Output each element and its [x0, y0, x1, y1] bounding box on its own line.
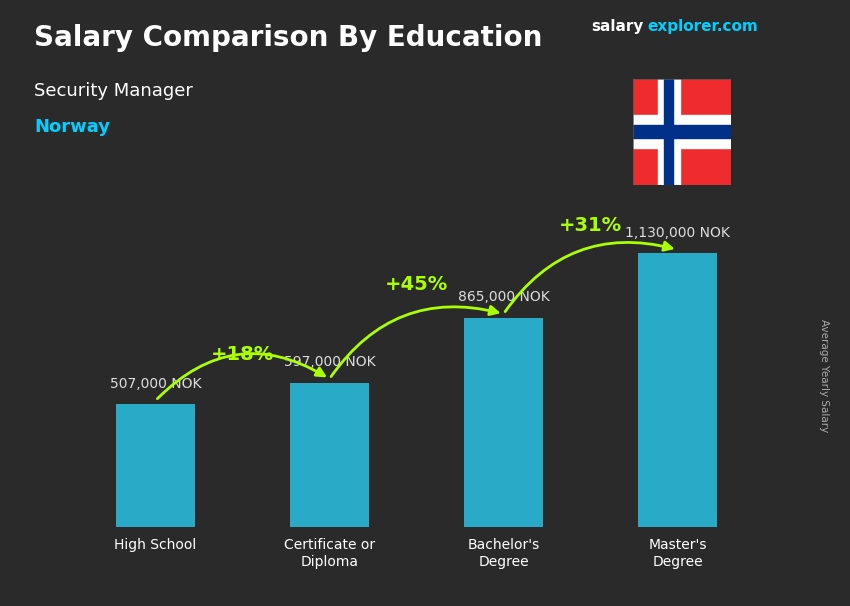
Text: +31%: +31%: [559, 216, 622, 235]
Text: 1,130,000 NOK: 1,130,000 NOK: [625, 226, 730, 240]
Text: explorer.com: explorer.com: [648, 19, 758, 35]
Bar: [116, 404, 195, 527]
Text: Norway: Norway: [34, 118, 110, 136]
Text: Salary Comparison By Education: Salary Comparison By Education: [34, 24, 542, 52]
Bar: [633, 125, 731, 138]
Bar: [638, 253, 717, 527]
Bar: [464, 318, 542, 527]
Text: salary: salary: [591, 19, 643, 35]
Bar: [658, 79, 680, 185]
Bar: [633, 115, 731, 148]
Text: Average Yearly Salary: Average Yearly Salary: [819, 319, 829, 432]
Text: 597,000 NOK: 597,000 NOK: [284, 355, 376, 369]
Text: 865,000 NOK: 865,000 NOK: [457, 290, 549, 304]
Text: +18%: +18%: [211, 345, 274, 364]
Bar: [665, 79, 673, 185]
Text: 507,000 NOK: 507,000 NOK: [110, 377, 201, 391]
Bar: [291, 382, 369, 527]
Text: Security Manager: Security Manager: [34, 82, 193, 100]
Text: +45%: +45%: [385, 275, 448, 295]
